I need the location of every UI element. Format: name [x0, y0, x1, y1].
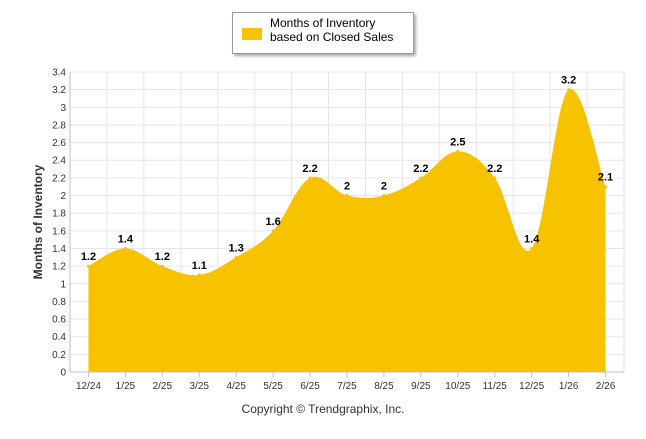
- data-label: 2.5: [450, 136, 465, 148]
- y-tick-label: 3.4: [52, 68, 66, 79]
- x-tick-label: 4/25: [226, 381, 246, 392]
- x-tick-label: 11/25: [483, 381, 508, 392]
- x-tick-label: 2/26: [596, 381, 616, 392]
- y-tick-label: 0.2: [52, 350, 66, 361]
- data-point: [160, 264, 164, 268]
- x-tick-label: 3/25: [190, 381, 210, 392]
- y-tick-label: 1.4: [52, 244, 66, 255]
- data-point: [567, 88, 571, 92]
- legend-label: Months of Inventory based on Closed Sale…: [270, 16, 394, 44]
- data-point: [493, 176, 497, 180]
- data-point: [123, 246, 127, 250]
- y-tick-label: 0.4: [52, 332, 66, 343]
- x-tick-label: 12/24: [76, 381, 101, 392]
- data-label: 1.1: [192, 260, 207, 272]
- x-tick-label: 10/25: [445, 381, 470, 392]
- data-point: [86, 264, 90, 268]
- x-tick-label: 1/25: [116, 381, 136, 392]
- legend-swatch: [242, 28, 262, 40]
- y-tick-label: 0.6: [52, 315, 66, 326]
- data-label: 3.2: [561, 75, 576, 87]
- data-point: [382, 194, 386, 198]
- x-tick-label: 1/26: [559, 381, 579, 392]
- y-tick-label: 3: [60, 103, 66, 114]
- y-tick-label: 3.2: [52, 85, 66, 96]
- y-tick-label: 1: [60, 279, 66, 290]
- y-tick-label: 0: [60, 368, 66, 379]
- x-tick-label: 8/25: [374, 381, 394, 392]
- y-axis-title: Months of Inventory: [31, 164, 45, 279]
- legend: Months of Inventory based on Closed Sale…: [232, 12, 414, 54]
- y-tick-label: 1.8: [52, 209, 66, 220]
- data-point: [345, 194, 349, 198]
- x-tick-label: 9/25: [411, 381, 431, 392]
- y-tick-label: 2.8: [52, 120, 66, 131]
- y-tick-label: 0.8: [52, 297, 66, 308]
- y-tick-label: 2.4: [52, 156, 66, 167]
- x-tick-label: 12/25: [519, 381, 544, 392]
- data-label: 1.4: [118, 233, 134, 245]
- data-label: 1.2: [155, 251, 170, 263]
- data-label: 2.1: [598, 172, 613, 184]
- data-point: [456, 149, 460, 153]
- data-label: 1.6: [265, 216, 280, 228]
- data-label: 1.2: [81, 251, 96, 263]
- series-area: [88, 88, 606, 373]
- y-tick-label: 1.2: [52, 262, 66, 273]
- data-label: 1.4: [524, 233, 540, 245]
- x-tick-label: 2/25: [153, 381, 173, 392]
- x-tick-label: 7/25: [337, 381, 357, 392]
- copyright-footer: Copyright © Trendgraphix, Inc.: [241, 402, 405, 416]
- data-point: [419, 176, 423, 180]
- data-label: 2.2: [487, 163, 502, 175]
- x-tick-label: 5/25: [263, 381, 283, 392]
- y-tick-label: 2.6: [52, 138, 66, 149]
- data-label: 2.2: [302, 163, 317, 175]
- data-point: [604, 185, 608, 189]
- data-label: 2: [381, 181, 387, 193]
- y-tick-label: 2.2: [52, 173, 66, 184]
- y-tick-label: 1.6: [52, 226, 66, 237]
- data-label: 1.3: [229, 242, 244, 254]
- data-label: 2.2: [413, 163, 428, 175]
- y-tick-label: 2: [60, 191, 66, 202]
- data-point: [197, 273, 201, 277]
- x-tick-label: 6/25: [300, 381, 320, 392]
- data-point: [530, 246, 534, 250]
- data-point: [234, 255, 238, 259]
- data-point: [308, 176, 312, 180]
- data-point: [271, 229, 275, 233]
- data-label: 2: [344, 181, 350, 193]
